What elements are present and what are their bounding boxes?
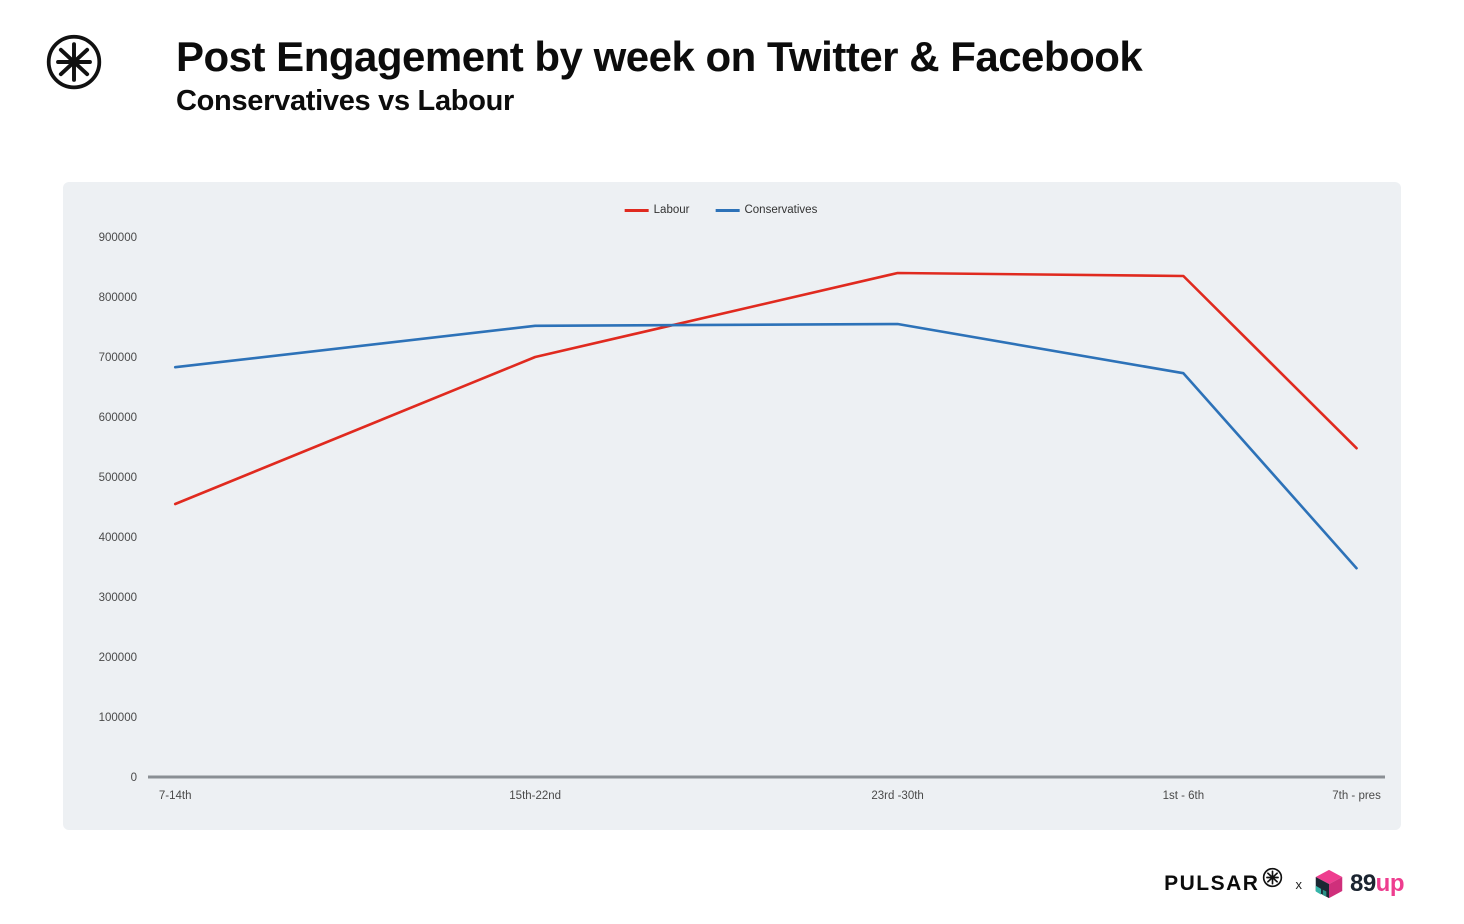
- y-tick-label: 300000: [99, 592, 137, 604]
- legend-label-labour: Labour: [653, 204, 690, 216]
- y-tick-label: 0: [131, 772, 137, 784]
- header: Post Engagement by week on Twitter & Fac…: [176, 33, 1143, 118]
- legend-swatch-conservatives: [715, 208, 740, 212]
- y-tick-label: 500000: [99, 472, 137, 484]
- series-line-conservatives: [173, 322, 1358, 570]
- legend-item-conservatives: Conservatives: [715, 204, 817, 216]
- line-chart: 0 100000 200000 300000 400000 500000 600000 700…: [99, 232, 1385, 802]
- collab-x-label: x: [1295, 876, 1302, 892]
- brand-89up-cube-icon: [1314, 868, 1344, 900]
- x-tick-label: 7th - pres: [1332, 790, 1381, 802]
- page-subtitle: Conservatives vs Labour: [176, 85, 515, 118]
- pulsar-wordmark: PULSAR: [1164, 872, 1260, 895]
- legend-item-labour: Labour: [624, 204, 690, 216]
- y-tick-label: 700000: [99, 352, 137, 364]
- legend-label-conservatives: Conservatives: [744, 204, 818, 216]
- y-tick-label: 800000: [99, 292, 137, 304]
- legend-swatch-labour: [624, 208, 649, 212]
- page-title: Post Engagement by week on Twitter & Fac…: [176, 33, 1143, 80]
- y-tick-label: 100000: [99, 712, 137, 724]
- pulsar-asterisk-icon: [1262, 867, 1283, 888]
- series-line-labour: [173, 271, 1358, 506]
- x-tick-label: 7-14th: [159, 790, 192, 802]
- chart-legend: Labour Conservatives: [624, 204, 817, 216]
- x-tick-label: 15th-22nd: [509, 790, 561, 802]
- chart-panel: Labour Conservatives 0 100000 200000 300000…: [63, 182, 1401, 830]
- y-tick-label: 200000: [99, 652, 137, 664]
- y-tick-label: 900000: [99, 232, 137, 244]
- x-tick-label: 1st - 6th: [1163, 790, 1205, 802]
- brand-up-text: up: [1375, 870, 1405, 897]
- y-tick-label: 400000: [99, 532, 137, 544]
- footer-brands: PULSAR x 89up: [1164, 867, 1405, 900]
- brand-89up-wordmark: 89up: [1349, 870, 1405, 898]
- brand-89-text: 89: [1349, 870, 1376, 897]
- y-tick-label: 600000: [99, 412, 137, 424]
- pulsar-logo-icon: [44, 32, 104, 92]
- x-tick-label: 23rd -30th: [871, 790, 923, 802]
